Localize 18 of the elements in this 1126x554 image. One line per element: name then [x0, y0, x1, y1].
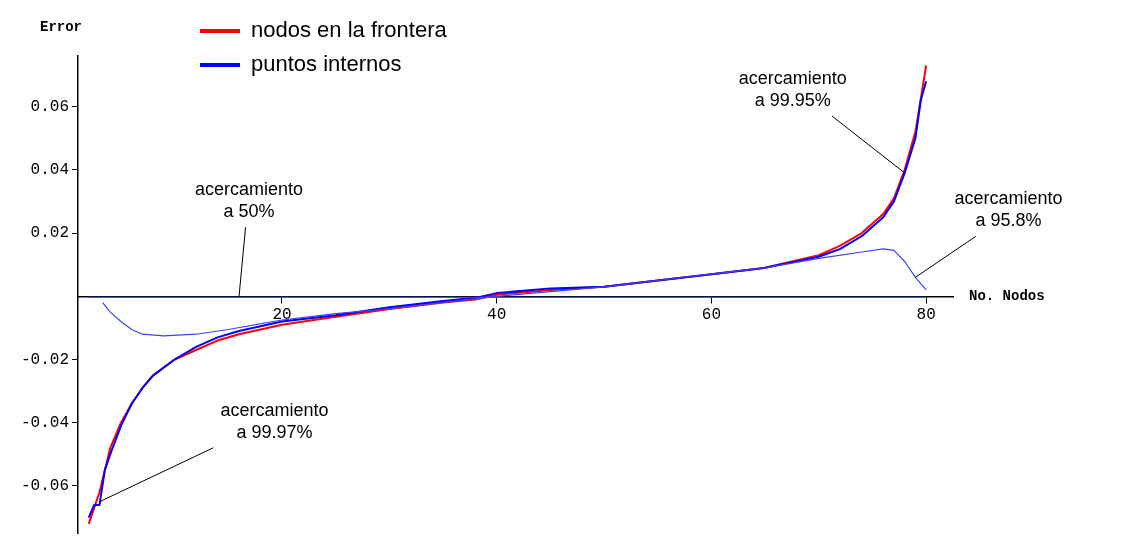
x-tick-label: 80 [916, 306, 936, 325]
x-tick-label: 40 [487, 306, 507, 325]
y-tick-label: -0.06 [20, 477, 70, 496]
y-tick-label: 0.02 [30, 224, 70, 243]
y-tick-label: 0.06 [30, 97, 70, 116]
x-tick-label: 20 [272, 306, 292, 325]
y-tick-label: 0.04 [30, 161, 70, 180]
annotation: acercamiento a 50% [195, 179, 304, 222]
y-axis-title: Error [40, 18, 83, 35]
legend-label: puntos internos [251, 51, 402, 77]
y-tick-label: -0.02 [20, 350, 70, 369]
legend-label: nodos en la frontera [251, 17, 448, 43]
x-axis-title: No. Nodos [969, 287, 1045, 304]
annotation: acercamiento a 99.97% [220, 399, 329, 442]
annotation: acercamiento a 99.95% [738, 67, 847, 110]
annotation: acercamiento a 95.8% [954, 188, 1063, 231]
y-tick-label: -0.04 [20, 413, 70, 432]
x-tick-label: 60 [701, 306, 722, 325]
